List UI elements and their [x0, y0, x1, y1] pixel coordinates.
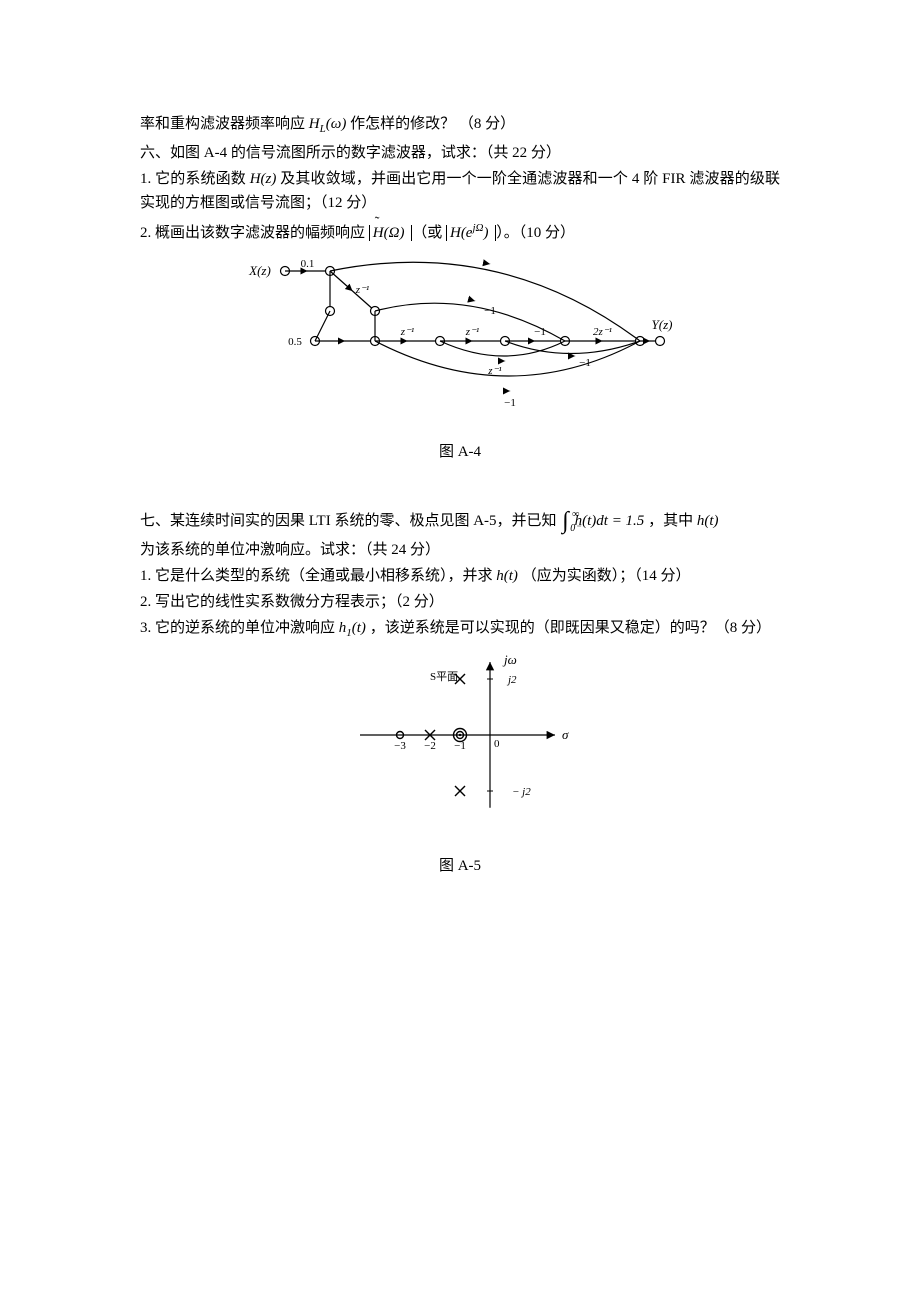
- math-arg: (t): [352, 620, 366, 636]
- math-arg: (t): [504, 568, 518, 584]
- math-H: H: [309, 116, 320, 132]
- svg-text:0.1: 0.1: [301, 258, 315, 270]
- q7-item2: 2. 写出它的线性实系数微分方程表示；（2 分）: [140, 590, 780, 614]
- text: 率和重构滤波器频率响应: [140, 116, 305, 132]
- prev-question-tail: 率和重构滤波器频率响应 HL(ω) 作怎样的修改？ （8 分）: [140, 112, 780, 139]
- text: ，其中: [648, 513, 697, 529]
- svg-text:jω: jω: [502, 652, 517, 667]
- math-sup: jΩ: [472, 222, 483, 234]
- text: （应为实函数）；（14 分）: [522, 568, 691, 584]
- svg-text:z⁻¹: z⁻¹: [355, 284, 369, 296]
- svg-text:0: 0: [494, 738, 500, 750]
- math-H: H: [250, 171, 261, 187]
- figure-a5: jωσ0S平面j2− j2−3−2−1: [140, 650, 780, 848]
- svg-text:−3: −3: [394, 740, 406, 752]
- svg-text:2z⁻¹: 2z⁻¹: [593, 326, 612, 338]
- q7-heading: 七、某连续时间实的因果 LTI 系统的零、极点见图 A-5，并已知 ∫ 0⁻ ∞…: [140, 506, 780, 536]
- math-H: H: [450, 225, 461, 241]
- svg-text:−1: −1: [504, 397, 516, 409]
- math-arg: (z): [261, 171, 277, 187]
- text: 作怎样的修改？ （8 分）: [350, 116, 515, 132]
- svg-text:−2: −2: [424, 740, 436, 752]
- integral-upper: ∞: [572, 505, 579, 525]
- math-arg: (Ω): [384, 225, 405, 241]
- svg-text:z⁻¹: z⁻¹: [465, 326, 479, 338]
- svg-text:X(z): X(z): [248, 263, 271, 278]
- svg-text:0.5: 0.5: [288, 336, 302, 348]
- svg-text:− j2: − j2: [512, 786, 531, 798]
- math-arg: (ω): [326, 116, 347, 132]
- svg-text:S平面: S平面: [430, 671, 458, 683]
- text: 七、某连续时间实的因果 LTI 系统的零、极点见图 A-5，并已知: [140, 513, 560, 529]
- q6-item2: 2. 概画出该数字滤波器的幅频响应 ˜ H (Ω) （或 H(ejΩ) ）。（1…: [140, 217, 780, 248]
- text: 1. 它的系统函数: [140, 171, 250, 187]
- text: ）。（10 分）: [496, 225, 575, 241]
- math-h: h: [496, 568, 504, 584]
- svg-text:−1: −1: [484, 305, 496, 317]
- q7-head-cont: 为该系统的单位冲激响应。试求：（共 24 分）: [140, 538, 780, 562]
- abs-bar: H(ejΩ): [446, 225, 496, 241]
- q7-item3: 3. 它的逆系统的单位冲激响应 h1(t) ，该逆系统是可以实现的（即既因果又稳…: [140, 616, 780, 643]
- svg-text:z⁻¹: z⁻¹: [400, 326, 414, 338]
- text: 1. 它是什么类型的系统（全通或最小相移系统），并求: [140, 568, 496, 584]
- tilde-accent: ˜: [375, 209, 380, 237]
- text: ，该逆系统是可以实现的（即既因果又稳定）的吗？（8 分）: [370, 620, 771, 636]
- math-open: (e: [461, 225, 473, 241]
- figure-a5-caption: 图 A-5: [140, 854, 780, 878]
- q7-item1: 1. 它是什么类型的系统（全通或最小相移系统），并求 h(t) （应为实函数）；…: [140, 564, 780, 588]
- exam-page: 率和重构滤波器频率响应 HL(ω) 作怎样的修改？ （8 分） 六、如图 A-4…: [0, 0, 920, 1302]
- text: 3. 它的逆系统的单位冲激响应: [140, 620, 339, 636]
- math-arg: (t): [704, 513, 718, 529]
- math-close: ): [483, 225, 488, 241]
- math-Htilde: ˜ H: [373, 218, 384, 248]
- integral-sign: ∫: [562, 508, 569, 534]
- q6-heading: 六、如图 A-4 的信号流图所示的数字滤波器，试求：（共 22 分）: [140, 141, 780, 165]
- pole-zero-plot: jωσ0S平面j2− j2−3−2−1: [340, 650, 580, 840]
- figure-a4: X(z)0.1z⁻¹0.5z⁻¹z⁻¹−12z⁻¹Y(z)−1z⁻¹−1−1: [140, 256, 780, 434]
- abs-bar: ˜ H (Ω): [369, 225, 412, 241]
- q6-item1: 1. 它的系统函数 H(z) 及其收敛域，并画出它用一个一阶全通滤波器和一个 4…: [140, 167, 780, 215]
- signal-flow-graph: X(z)0.1z⁻¹0.5z⁻¹z⁻¹−12z⁻¹Y(z)−1z⁻¹−1−1: [240, 256, 680, 426]
- svg-text:σ: σ: [562, 727, 569, 742]
- text: （或: [412, 225, 446, 241]
- integral: ∫ 0⁻ ∞: [562, 507, 569, 535]
- svg-text:j2: j2: [506, 674, 517, 686]
- figure-a4-caption: 图 A-4: [140, 440, 780, 464]
- svg-text:Y(z): Y(z): [652, 317, 673, 332]
- text: 2. 概画出该数字滤波器的幅频响应: [140, 225, 369, 241]
- spacer: [140, 482, 780, 504]
- eq: = 1.5: [612, 513, 645, 529]
